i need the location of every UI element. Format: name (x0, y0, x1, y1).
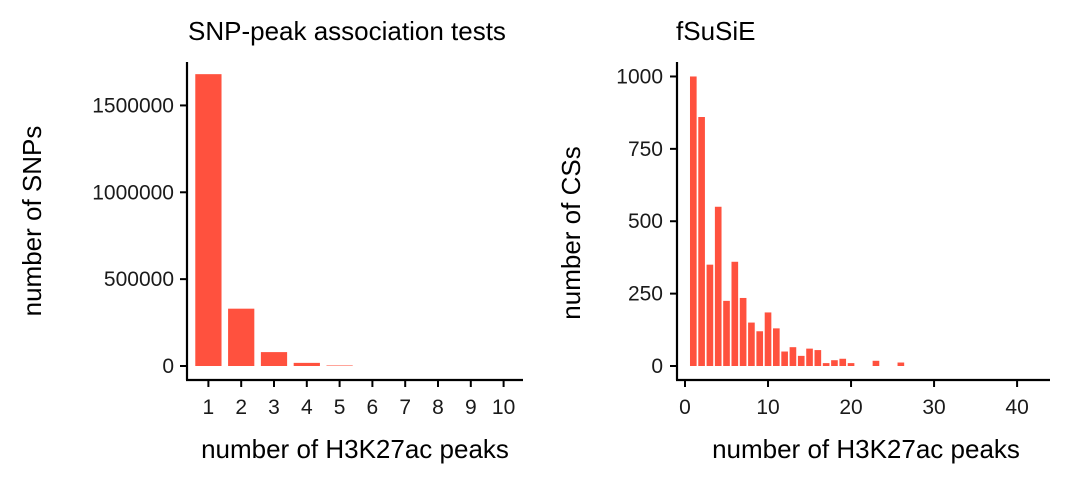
x-tick-label: 3 (268, 396, 280, 419)
y-tick-label: 1500000 (92, 94, 174, 117)
x-tick-label: 8 (432, 396, 444, 419)
x-tick-label: 5 (334, 396, 346, 419)
bar (714, 206, 722, 366)
x-axis-title: number of H3K27ac peaks (201, 434, 509, 464)
x-tick-label: 30 (922, 396, 945, 419)
chart-title: fSuSiE (676, 16, 756, 46)
y-tick-label: 1000 (616, 65, 663, 88)
bar (814, 350, 822, 366)
x-tick-label: 40 (1005, 396, 1028, 419)
bar (739, 297, 747, 366)
bar (806, 348, 813, 366)
bar (689, 76, 697, 366)
bar (195, 74, 222, 366)
bar-group (689, 76, 905, 366)
y-tick-label: 250 (628, 283, 663, 306)
bar-group (195, 74, 353, 366)
x-tick-label: 20 (839, 396, 862, 419)
bar (756, 331, 764, 366)
y-tick-label: 500 (628, 210, 663, 233)
bar (872, 360, 880, 366)
bar (698, 117, 705, 366)
bar (831, 360, 838, 366)
x-tick-label: 6 (367, 396, 379, 419)
bar (706, 264, 714, 366)
y-axis-title: number of CSs (556, 146, 586, 319)
x-ticks: 1 2 3 4 5 6 7 8 9 10 (203, 380, 515, 419)
bar (789, 347, 797, 366)
y-tick-label: 0 (162, 355, 174, 378)
bar (797, 355, 805, 366)
panel-fsusie: fSuSiE 0 250 500 750 1000 0 10 20 30 40 number o… (556, 16, 1050, 464)
y-axis-title: number of SNPs (17, 126, 47, 317)
x-tick-label: 10 (492, 396, 515, 419)
x-tick-label: 0 (679, 396, 691, 419)
chart-title: SNP-peak association tests (188, 16, 506, 46)
x-axis-title: number of H3K27ac peaks (712, 434, 1020, 464)
bar (260, 352, 288, 366)
x-ticks: 0 10 20 30 40 (679, 380, 1029, 419)
y-tick-label: 500000 (104, 268, 174, 291)
y-tick-label: 750 (628, 138, 663, 161)
bar (764, 312, 772, 366)
y-ticks: 0 500000 1000000 1500000 (92, 94, 187, 378)
bar (326, 365, 353, 366)
x-tick-label: 1 (203, 396, 215, 419)
x-tick-label: 10 (756, 396, 779, 419)
x-tick-label: 7 (399, 396, 411, 419)
bar (773, 328, 780, 366)
y-ticks: 0 250 500 750 1000 (616, 65, 677, 378)
x-tick-label: 4 (301, 396, 313, 419)
panel-snp-peak: SNP-peak association tests 0 500000 100000… (17, 16, 523, 464)
y-tick-label: 1000000 (92, 181, 174, 204)
bar (723, 300, 730, 366)
y-tick-label: 0 (651, 355, 663, 378)
bar (228, 308, 255, 366)
x-tick-label: 9 (465, 396, 477, 419)
bar (748, 322, 755, 366)
bar (731, 261, 739, 366)
bar (839, 358, 847, 366)
bar (847, 363, 855, 366)
bar (897, 362, 905, 366)
x-tick-label: 2 (235, 396, 247, 419)
bar (293, 362, 320, 366)
bar (822, 363, 830, 366)
bar (781, 351, 788, 366)
